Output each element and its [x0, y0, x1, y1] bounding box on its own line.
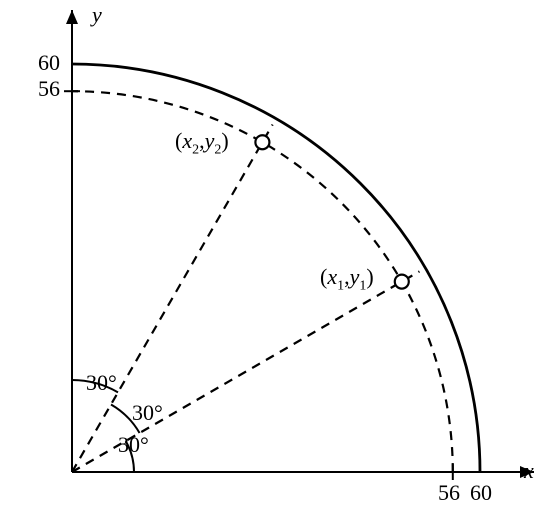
- diagram-svg: [0, 0, 553, 523]
- angle-label-30-60: 30°: [132, 400, 163, 426]
- x-axis-label: x: [524, 458, 534, 484]
- angle-label-0-30: 30°: [118, 432, 149, 458]
- y-tick-60: 60: [38, 50, 60, 76]
- x-tick-56: 56: [438, 480, 460, 506]
- y-axis-label: y: [92, 2, 102, 28]
- angle-label-60-90: 30°: [86, 370, 117, 396]
- y-tick-56: 56: [38, 76, 60, 102]
- point-label-p1: (x1,y1): [320, 264, 374, 294]
- x-tick-60: 60: [470, 480, 492, 506]
- point-label-p2: (x2,y2): [175, 128, 229, 158]
